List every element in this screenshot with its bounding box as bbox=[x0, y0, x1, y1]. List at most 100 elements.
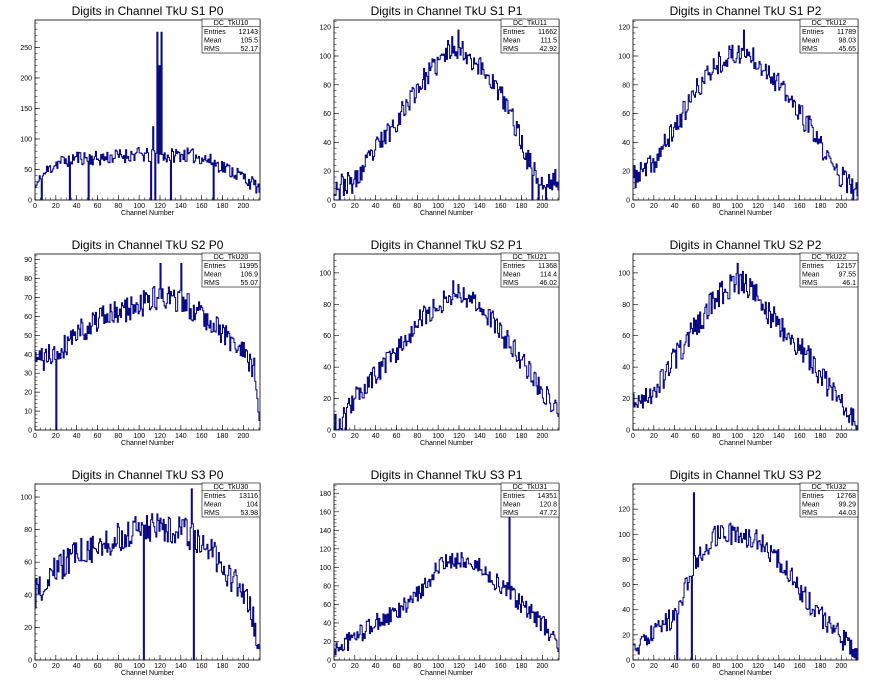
stats-name: DC_TkU31 bbox=[513, 484, 548, 491]
stats-key: Entries bbox=[503, 263, 525, 270]
y-tick-label: 0 bbox=[626, 198, 630, 205]
y-tick-label: 90 bbox=[24, 257, 32, 264]
y-tick-label: 60 bbox=[323, 602, 331, 609]
histogram-panel-8: Digits in Channel TkU S3 P1 0 20 40 60 80 100 1… bbox=[319, 468, 560, 677]
y-tick-label: 40 bbox=[323, 365, 331, 372]
x-tick-label: 120 bbox=[154, 433, 166, 440]
x-axis-label: Channel Number bbox=[420, 210, 474, 217]
x-tick-label: 80 bbox=[114, 433, 122, 440]
x-tick-label: 140 bbox=[474, 433, 486, 440]
histogram-series bbox=[34, 488, 260, 661]
stats-key: Entries bbox=[503, 29, 525, 36]
stats-value: 53.98 bbox=[240, 510, 258, 517]
x-tick-label: 40 bbox=[73, 663, 81, 670]
chart-title: Digits in Channel TkU S3 P2 bbox=[670, 468, 822, 482]
y-tick-label: 40 bbox=[622, 607, 630, 614]
y-tick-label: 120 bbox=[618, 25, 630, 32]
x-tick-label: 160 bbox=[794, 203, 806, 210]
histogram-series bbox=[333, 29, 559, 201]
y-tick-label: 30 bbox=[24, 371, 32, 378]
y-tick-label: 0 bbox=[28, 658, 32, 665]
plot-frame bbox=[632, 19, 859, 201]
stats-value: 13116 bbox=[239, 493, 258, 500]
chart-title: Digits in Channel TkU S1 P0 bbox=[72, 4, 224, 18]
y-tick-label: 0 bbox=[28, 198, 32, 205]
y-tick-label: 40 bbox=[24, 592, 32, 599]
stats-key: Mean bbox=[802, 272, 820, 279]
y-tick-label: 80 bbox=[622, 82, 630, 89]
x-tick-label: 0 bbox=[332, 663, 336, 670]
stats-name: DC_TkU10 bbox=[214, 20, 249, 27]
y-tick-label: 60 bbox=[622, 333, 630, 340]
x-tick-label: 140 bbox=[773, 433, 785, 440]
stats-value: 42.92 bbox=[539, 46, 557, 53]
x-tick-label: 60 bbox=[94, 433, 102, 440]
x-tick-label: 0 bbox=[631, 203, 635, 210]
stats-value: 11995 bbox=[239, 263, 258, 270]
stats-value: 98.03 bbox=[838, 38, 856, 45]
stats-key: Entries bbox=[802, 29, 824, 36]
x-tick-label: 20 bbox=[52, 203, 60, 210]
x-tick-label: 160 bbox=[794, 663, 806, 670]
y-tick-label: 40 bbox=[323, 140, 331, 147]
x-tick-label: 120 bbox=[453, 663, 465, 670]
histogram-panel-2: Digits in Channel TkU S1 P1 0 20 40 60 80 100 1… bbox=[319, 4, 560, 217]
x-tick-label: 200 bbox=[835, 433, 847, 440]
x-tick-label: 200 bbox=[536, 203, 548, 210]
x-tick-label: 140 bbox=[773, 203, 785, 210]
y-tick-label: 80 bbox=[622, 557, 630, 564]
x-tick-label: 180 bbox=[217, 433, 229, 440]
x-tick-label: 180 bbox=[217, 663, 229, 670]
stats-value: 120.8 bbox=[539, 502, 557, 509]
x-tick-label: 60 bbox=[692, 663, 700, 670]
x-tick-label: 140 bbox=[474, 663, 486, 670]
x-tick-label: 0 bbox=[631, 433, 635, 440]
histogram-panel-1: Digits in Channel TkU S1 P00501001502002… bbox=[20, 4, 261, 217]
y-tick-label: 60 bbox=[24, 314, 32, 321]
x-tick-label: 40 bbox=[73, 433, 81, 440]
y-tick-label: 40 bbox=[622, 140, 630, 147]
stats-key: RMS bbox=[503, 280, 519, 287]
y-tick-label: 100 bbox=[618, 270, 630, 277]
stats-box: DC_TkU31 Entries 14351 Mean 120.8 RMS 47.72 bbox=[500, 482, 560, 518]
stats-name: DC_TkU22 bbox=[812, 254, 847, 261]
stats-key: Mean bbox=[802, 38, 820, 45]
stats-value: 111.5 bbox=[541, 38, 558, 45]
y-tick-label: 80 bbox=[24, 527, 32, 534]
x-tick-label: 120 bbox=[453, 203, 465, 210]
stats-value: 44.03 bbox=[838, 510, 856, 517]
chart-title: Digits in Channel TkU S3 P1 bbox=[371, 468, 523, 482]
plot-frame bbox=[34, 19, 261, 201]
x-tick-label: 40 bbox=[671, 433, 679, 440]
x-tick-label: 40 bbox=[372, 433, 380, 440]
x-tick-label: 80 bbox=[712, 433, 720, 440]
stats-name: DC_TkU20 bbox=[214, 254, 249, 261]
stats-box-frame bbox=[500, 18, 560, 54]
stats-key: Mean bbox=[204, 272, 222, 279]
histogram-series bbox=[334, 280, 559, 431]
x-tick-label: 20 bbox=[52, 433, 60, 440]
x-axis-label: Channel Number bbox=[121, 670, 175, 677]
plot-frame bbox=[34, 253, 261, 431]
stats-name: DC_TkU32 bbox=[812, 484, 847, 491]
histogram-series bbox=[632, 262, 858, 431]
x-tick-label: 40 bbox=[372, 203, 380, 210]
chart-title: Digits in Channel TkU S2 P0 bbox=[72, 238, 224, 252]
x-tick-label: 200 bbox=[536, 433, 548, 440]
x-tick-label: 180 bbox=[516, 663, 528, 670]
stats-key: RMS bbox=[802, 280, 818, 287]
y-tick-label: 50 bbox=[24, 167, 32, 174]
x-tick-label: 20 bbox=[52, 663, 60, 670]
y-tick-label: 40 bbox=[622, 365, 630, 372]
x-tick-label: 180 bbox=[815, 663, 827, 670]
stats-box-frame bbox=[201, 18, 261, 54]
stats-key: RMS bbox=[802, 46, 818, 53]
y-tick-label: 70 bbox=[24, 295, 32, 302]
y-tick-label: 120 bbox=[319, 546, 331, 553]
stats-key: Entries bbox=[503, 493, 525, 500]
stats-value: 12157 bbox=[837, 263, 857, 270]
x-tick-label: 160 bbox=[495, 203, 507, 210]
y-tick-label: 120 bbox=[618, 507, 630, 514]
histogram-panel-7: Digits in Channel TkU S3 P0 0 20 40 60 80 100 0… bbox=[20, 468, 261, 677]
